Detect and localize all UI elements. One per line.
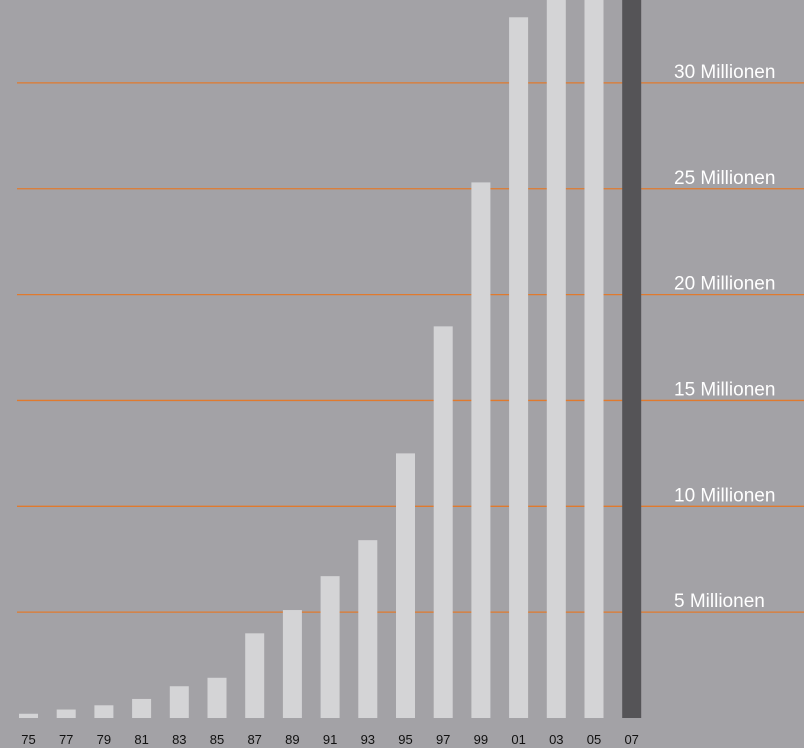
gridlines <box>17 82 804 613</box>
x-tick-label: 85 <box>210 732 224 747</box>
bar-77 <box>56 709 76 718</box>
bar-93 <box>358 540 378 718</box>
x-tick-labels: 75 77 79 81 83 85 87 89 91 93 95 97 99 01 03 05 07 <box>21 732 639 747</box>
x-tick-label: 93 <box>361 732 375 747</box>
bar-85 <box>207 677 227 718</box>
x-tick-label: 01 <box>511 732 525 747</box>
bar-03 <box>546 0 566 718</box>
x-tick-label: 81 <box>134 732 148 747</box>
bar-83 <box>169 686 189 718</box>
x-tick-label: 95 <box>398 732 412 747</box>
x-tick-label: 79 <box>97 732 111 747</box>
bar-87 <box>245 633 265 718</box>
bar-91 <box>320 576 340 718</box>
bar-07 <box>622 0 642 718</box>
y-tick-label: 5 Millionen <box>674 591 765 612</box>
bar-89 <box>282 610 302 718</box>
x-tick-label: 87 <box>247 732 261 747</box>
x-tick-label: 05 <box>587 732 601 747</box>
bar-99 <box>471 182 491 719</box>
x-tick-label: 03 <box>549 732 563 747</box>
x-tick-label: 07 <box>624 732 638 747</box>
y-tick-labels: 5 Millionen 10 Millionen 15 Millionen 20 Mi… <box>674 62 775 612</box>
x-tick-label: 89 <box>285 732 299 747</box>
y-tick-label: 20 Millionen <box>674 274 775 295</box>
y-tick-label: 30 Millionen <box>674 62 775 83</box>
x-tick-label: 91 <box>323 732 337 747</box>
bar-75 <box>19 713 38 718</box>
x-tick-label: 83 <box>172 732 186 747</box>
x-tick-label: 77 <box>59 732 73 747</box>
bar-95 <box>396 453 415 718</box>
y-tick-label: 25 Millionen <box>674 168 775 189</box>
y-tick-label: 10 Millionen <box>674 485 775 506</box>
bar-81 <box>132 698 152 718</box>
bar-05 <box>584 0 604 718</box>
y-tick-label: 15 Millionen <box>674 379 775 400</box>
bar-97 <box>433 326 453 718</box>
bar-79 <box>94 705 114 718</box>
x-tick-label: 97 <box>436 732 450 747</box>
bars <box>19 0 642 719</box>
x-tick-label: 99 <box>474 732 488 747</box>
bar-01 <box>509 17 529 718</box>
x-tick-label: 75 <box>21 732 35 747</box>
